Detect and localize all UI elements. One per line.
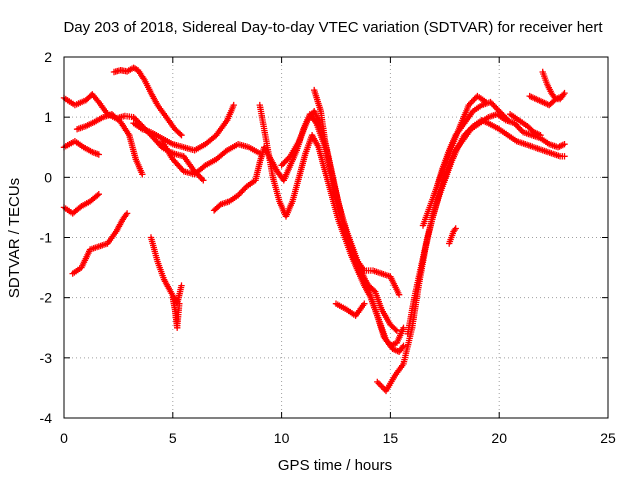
plus-markers [526, 92, 566, 109]
series-track-23 [526, 92, 566, 109]
y-axis-label: SDTVAR / TECUs [6, 178, 23, 298]
x-tick-label: 25 [600, 430, 616, 446]
plus-markers [332, 300, 368, 319]
y-tick-label: -3 [40, 350, 53, 366]
plus-markers [169, 294, 183, 331]
series-track-2 [110, 64, 185, 139]
y-tick-label: 1 [44, 109, 52, 125]
plus-markers [110, 64, 185, 139]
series-track-19 [430, 92, 490, 199]
y-tick-label: -4 [40, 410, 53, 426]
series-track-20 [446, 225, 459, 247]
series-track-5 [69, 210, 131, 277]
x-tick-labels: 0 5 10 15 20 25 [60, 430, 616, 446]
plus-markers [69, 210, 131, 277]
y-tick-label: 2 [44, 49, 52, 65]
series-track-10 [158, 138, 263, 178]
x-tick-label: 10 [274, 430, 290, 446]
series-track-15 [332, 300, 368, 319]
axis-ticks [63, 56, 609, 419]
x-tick-label: 5 [169, 430, 177, 446]
x-tick-label: 15 [383, 430, 399, 446]
y-tick-label: 0 [44, 169, 52, 185]
series-track-9 [130, 101, 237, 154]
plus-markers [158, 138, 263, 178]
plus-markers [430, 92, 490, 199]
plus-markers [446, 225, 459, 247]
series-track-6 [73, 111, 146, 178]
plus-markers [73, 111, 146, 178]
series-track-14 [311, 86, 403, 298]
series-track-21 [506, 111, 544, 139]
x-axis-label: GPS time / hours [278, 457, 392, 474]
plus-markers [311, 86, 403, 298]
y-tick-label: -1 [40, 230, 53, 246]
plus-markers [506, 111, 544, 139]
chart-title: Day 203 of 2018, Sidereal Day-to-day VTE… [63, 19, 603, 36]
y-tick-label: -2 [40, 290, 53, 306]
y-tick-labels: -4 -3 -2 -1 0 1 2 [40, 49, 53, 426]
series-track-8 [169, 294, 183, 331]
plus-markers [130, 101, 237, 154]
x-tick-label: 0 [60, 430, 68, 446]
x-tick-label: 20 [491, 430, 507, 446]
data-points [60, 64, 568, 395]
plot-frame [63, 56, 609, 419]
